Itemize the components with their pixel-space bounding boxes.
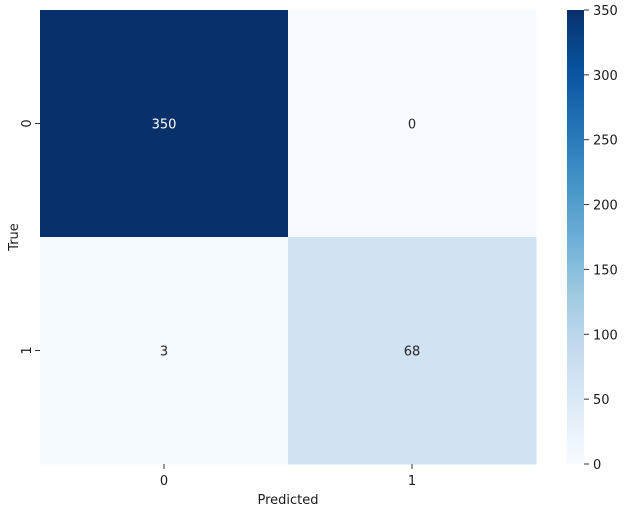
- cell-value-label: 3: [160, 345, 168, 360]
- heatmap-cell: [40, 237, 289, 465]
- y-tick-label: 1: [20, 346, 35, 354]
- heatmap-cell-labels: 350 0 3 68: [152, 118, 421, 360]
- cell-value-label: 350: [152, 118, 177, 133]
- colorbar-tick-label: 200: [593, 199, 618, 214]
- colorbar: [567, 10, 584, 464]
- colorbar-tick-label: 150: [593, 263, 618, 278]
- x-tick-label: 1: [408, 474, 416, 489]
- colorbar-tick-label: 50: [593, 393, 610, 408]
- x-tick-label: 0: [160, 474, 168, 489]
- cell-value-label: 68: [404, 345, 421, 360]
- colorbar-tick-label: 250: [593, 134, 618, 149]
- heatmap-cells: [40, 10, 537, 465]
- cell-value-label: 0: [408, 118, 416, 133]
- x-axis-label: Predicted: [257, 493, 318, 508]
- heatmap-cell: [288, 237, 537, 465]
- heatmap-cell: [288, 10, 537, 238]
- colorbar-ticks: 0 50 100 150 200 250 300 350: [584, 4, 618, 473]
- colorbar-tick-label: 0: [593, 458, 601, 473]
- colorbar-tick-label: 350: [593, 4, 618, 19]
- y-tick-label: 0: [20, 119, 35, 127]
- y-axis-label: True: [7, 223, 22, 252]
- colorbar-tick-label: 300: [593, 69, 618, 84]
- y-axis-ticks: 01: [20, 119, 40, 355]
- heatmap-cell: [40, 10, 289, 238]
- colorbar-tick-label: 100: [593, 328, 618, 343]
